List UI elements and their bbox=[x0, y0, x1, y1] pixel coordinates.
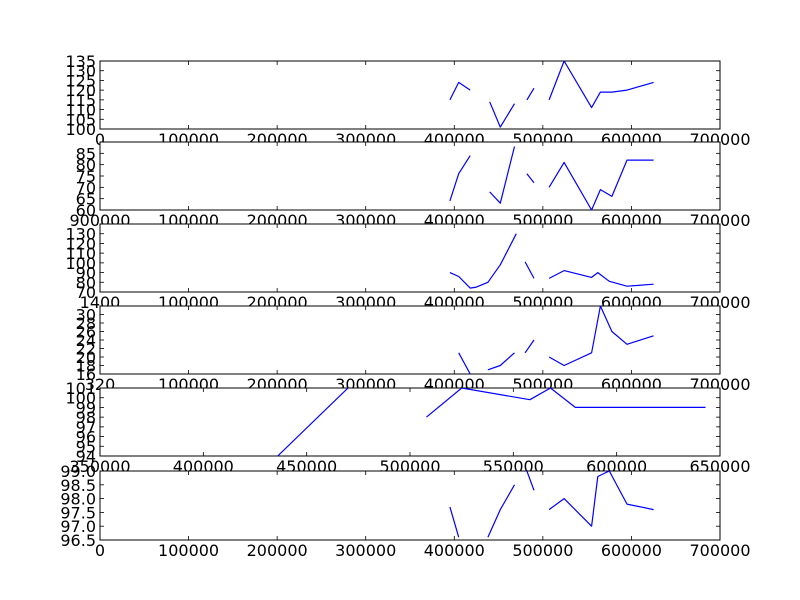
y-tick-label: 125 bbox=[65, 71, 96, 90]
y-tick-label: 99 bbox=[76, 398, 96, 417]
y-tick-label: 70 bbox=[76, 178, 96, 197]
series-line-segment bbox=[548, 270, 654, 287]
y-tick-label: 120 bbox=[65, 81, 96, 100]
y-tick-label: 97 bbox=[76, 418, 96, 437]
series-line-segment bbox=[426, 388, 706, 418]
y-tick-label: 100 bbox=[65, 254, 96, 273]
subplots: 0 100000 200000 300000 400000 500000 600000 700… bbox=[60, 52, 750, 560]
y-tick-label: 99.0 bbox=[60, 462, 96, 481]
y-tick-label: 75 bbox=[76, 167, 96, 186]
y-tick-label: 100 bbox=[65, 389, 96, 408]
y-tick-label: 94 bbox=[76, 447, 96, 466]
y-tick-label: 130 bbox=[65, 225, 96, 244]
x-tick-label: 600000 bbox=[601, 541, 662, 560]
x-tick-label: 0 bbox=[95, 541, 105, 560]
y-tick-label: 80 bbox=[76, 156, 96, 175]
series-line-segment bbox=[449, 155, 471, 202]
y-tick-label: 60 bbox=[76, 201, 96, 220]
y-tick-label: 100 bbox=[65, 120, 96, 139]
y-tick-label: 28 bbox=[76, 314, 96, 333]
y-tick-label: 20 bbox=[76, 348, 96, 367]
y-tick-label: 98 bbox=[76, 408, 96, 427]
y-tick-label: 97.0 bbox=[60, 517, 96, 536]
y-tick-label: 90 bbox=[76, 264, 96, 283]
axes-frame bbox=[99, 141, 721, 211]
y-tick-label: 95 bbox=[76, 437, 96, 456]
series-line-segment bbox=[548, 306, 654, 367]
series-line-segment bbox=[524, 261, 535, 279]
axes-frame bbox=[99, 470, 721, 541]
y-tick-label: 120 bbox=[65, 234, 96, 253]
series-line-segment bbox=[548, 471, 654, 527]
y-tick-label: 80 bbox=[76, 273, 96, 292]
axes-frame bbox=[99, 305, 721, 375]
axes-frame bbox=[99, 60, 721, 130]
y-tick-label: 24 bbox=[76, 331, 96, 350]
subplot-6: 0 100000 200000 300000 400000 500000 600000 700… bbox=[60, 462, 750, 560]
y-tick-label: 98.0 bbox=[60, 490, 96, 509]
subplot-5: 350000 400000 450000 500000 550000 600000 6500… bbox=[65, 379, 750, 476]
series-line-segment bbox=[487, 352, 515, 371]
subplot-4: 320 100000 200000 300000 400000 500000 600000 7… bbox=[76, 305, 751, 394]
y-tick-label: 18 bbox=[76, 357, 96, 376]
x-tick-label: 100000 bbox=[158, 541, 219, 560]
x-tick-label: 500000 bbox=[512, 541, 573, 560]
series-line-segment bbox=[489, 101, 516, 128]
y-tick-label: 98.5 bbox=[60, 476, 96, 495]
series-line-segment bbox=[458, 352, 471, 374]
y-tick-label: 110 bbox=[65, 101, 96, 120]
series-line-segment bbox=[277, 388, 349, 456]
y-tick-label: 97.5 bbox=[60, 503, 96, 522]
y-tick-label: 22 bbox=[76, 340, 96, 359]
y-tick-label: 26 bbox=[76, 323, 96, 342]
y-tick-label: 130 bbox=[65, 62, 96, 81]
series-line-segment bbox=[449, 233, 517, 289]
series-line-segment bbox=[548, 159, 654, 210]
y-tick-label: 110 bbox=[65, 244, 96, 263]
y-tick-label: 101 bbox=[65, 379, 96, 398]
y-tick-label: 70 bbox=[76, 283, 96, 302]
y-tick-label: 96 bbox=[76, 428, 96, 447]
series-line-segment bbox=[449, 506, 460, 538]
series-line-segment bbox=[487, 484, 516, 538]
x-tick-label: 0 bbox=[95, 130, 105, 149]
subplot-1: 0 100000 200000 300000 400000 500000 600000 700… bbox=[65, 52, 750, 149]
y-tick-label: 85 bbox=[76, 144, 96, 163]
series-line-segment bbox=[449, 81, 471, 101]
series-line-segment bbox=[524, 339, 535, 354]
y-tick-label: 65 bbox=[76, 190, 96, 209]
series-line-segment bbox=[526, 173, 535, 184]
series-line-segment bbox=[548, 61, 654, 109]
x-tick-label: 700000 bbox=[689, 541, 750, 560]
series-line-segment bbox=[526, 87, 535, 101]
series-line-segment bbox=[526, 471, 535, 491]
axes-frame bbox=[99, 387, 721, 457]
y-tick-label: 30 bbox=[76, 306, 96, 325]
y-tick-label: 96.5 bbox=[60, 531, 96, 550]
y-tick-label: 16 bbox=[76, 365, 96, 384]
y-tick-label: 115 bbox=[65, 91, 96, 110]
axes-frame bbox=[99, 223, 721, 293]
series-line-segment bbox=[489, 146, 516, 204]
x-tick-label: 400000 bbox=[424, 541, 485, 560]
x-tick-label: 300000 bbox=[335, 541, 396, 560]
x-tick-label: 200000 bbox=[247, 541, 308, 560]
y-tick-label: 105 bbox=[65, 110, 96, 129]
y-tick-label: 135 bbox=[65, 52, 96, 71]
